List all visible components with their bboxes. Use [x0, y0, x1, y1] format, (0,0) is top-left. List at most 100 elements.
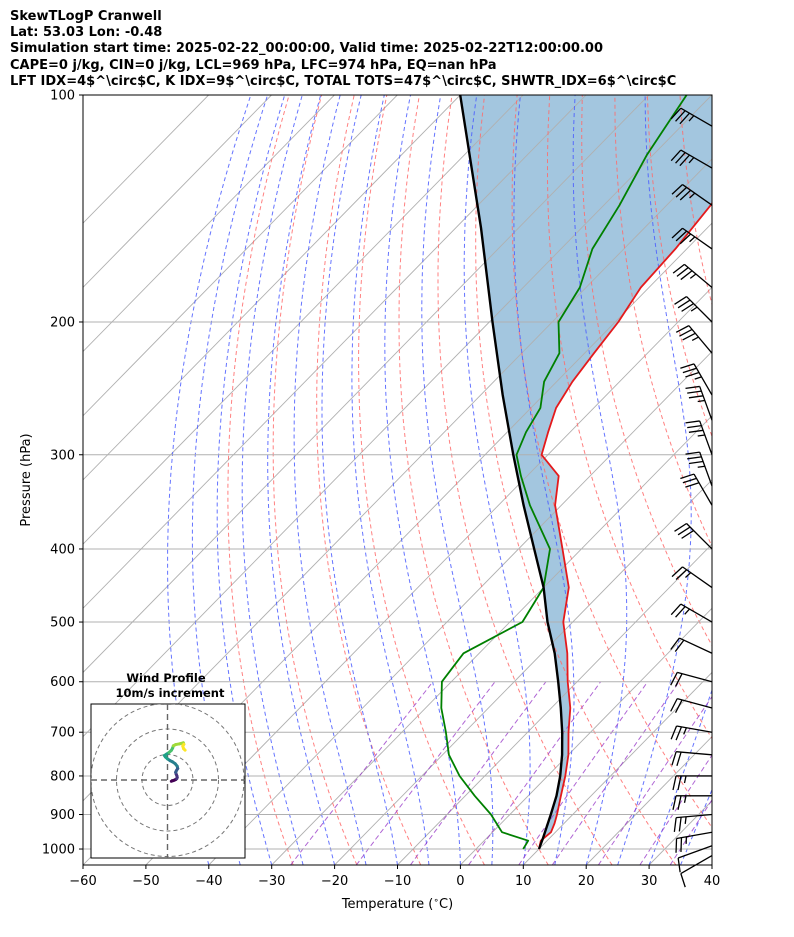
y-tick-label: 400	[50, 542, 75, 557]
dry-adiabat-line	[713, 95, 794, 865]
x-tick-label: −10	[384, 874, 411, 889]
wind-barb	[673, 813, 713, 832]
x-tick-label: 30	[641, 874, 658, 889]
dry-adiabat-line	[316, 95, 422, 865]
mixing-ratio-line	[290, 681, 434, 865]
dry-adiabat-line	[745, 95, 794, 865]
moist-adiabat-line	[351, 95, 430, 865]
x-tick-label: 40	[704, 874, 721, 889]
wind-barb	[685, 420, 713, 455]
isotherm-line	[522, 671, 712, 865]
wind-barb	[671, 751, 713, 766]
moist-adiabat-line	[680, 788, 712, 865]
mixing-ratio-line	[355, 681, 496, 865]
stability-indices-line2: LFT IDX=4$^\circ$C, K IDX=9$^\circ$C, TO…	[10, 73, 677, 89]
inset-subtitle: 10m/s increment	[116, 686, 225, 700]
wind-barb	[671, 184, 713, 206]
moist-adiabat-line	[463, 95, 531, 865]
dry-adiabat-line	[547, 95, 712, 740]
moist-adiabat-line	[648, 688, 712, 865]
isotherm-line	[397, 543, 712, 865]
x-tick-label: −50	[132, 874, 159, 889]
mixing-ratio-line	[409, 681, 547, 865]
isotherm-line	[711, 864, 712, 865]
wind-barb	[672, 775, 712, 791]
x-tick-label: 10	[515, 874, 532, 889]
hodograph-segment	[182, 747, 187, 752]
dry-adiabat-line	[358, 95, 485, 865]
isotherm-line	[83, 95, 587, 609]
wind-barb	[670, 603, 713, 623]
dry-adiabat-line	[227, 95, 294, 865]
wind-barb	[670, 149, 713, 169]
wind-barb	[670, 698, 713, 713]
stability-indices-line1: CAPE=0 j/kg, CIN=0 j/kg, LCL=969 hPa, LF…	[10, 57, 497, 73]
isotherm-line	[83, 95, 335, 353]
y-tick-label: 900	[50, 808, 75, 823]
y-axis-label: Pressure (hPa)	[19, 433, 34, 526]
mixing-ratio-line	[639, 754, 712, 865]
wind-barb	[685, 451, 713, 487]
y-tick-label: 600	[50, 675, 75, 690]
moist-adiabat-line	[191, 95, 269, 865]
y-tick-label: 1000	[42, 843, 75, 858]
dry-adiabat-line	[437, 95, 613, 865]
y-tick-label: 800	[50, 769, 75, 784]
isotherm-line	[460, 607, 712, 865]
wind-barb	[672, 263, 713, 288]
wind-barb	[680, 363, 713, 396]
moist-adiabat-line	[572, 95, 628, 865]
mixing-ratio-line	[669, 798, 712, 865]
x-tick-label: 0	[456, 874, 464, 889]
y-tick-label: 300	[50, 448, 75, 463]
x-axis-label: Temperature (∘C)	[341, 896, 453, 912]
wind-barb	[670, 725, 713, 741]
moist-adiabat-line	[167, 95, 252, 865]
y-tick-label: 200	[50, 315, 75, 330]
dry-adiabat-line	[511, 95, 712, 829]
isotherm-line	[83, 95, 272, 288]
cin-cape-shading	[460, 95, 712, 849]
dewpoint-profile-line	[440, 95, 688, 850]
moist-adiabat-line	[513, 95, 575, 865]
dry-adiabat-line	[646, 95, 712, 438]
moist-adiabat-line	[617, 95, 692, 865]
wind-barb	[672, 795, 712, 810]
wind-barb	[671, 566, 713, 589]
wind-barb	[680, 473, 713, 506]
wind-barb	[675, 325, 713, 354]
x-tick-label: −20	[321, 874, 348, 889]
mixing-ratio-line	[468, 681, 602, 865]
chart-title: SkewTLogP Cranwell	[10, 9, 162, 24]
isotherm-line	[271, 415, 712, 865]
dry-adiabat-line	[778, 95, 794, 865]
wind-barb	[671, 227, 713, 250]
isotherm-line	[83, 95, 398, 417]
dry-adiabat-line	[272, 95, 358, 865]
inset-title: Wind Profile	[126, 671, 206, 685]
x-tick-label: −40	[195, 874, 222, 889]
wind-barb	[670, 107, 713, 127]
x-tick-label: 20	[578, 874, 595, 889]
moist-adiabat-line	[711, 863, 712, 865]
isotherm-line	[83, 95, 524, 545]
isotherm-line	[83, 95, 712, 738]
isotherm-line	[208, 350, 712, 865]
y-tick-label: 700	[50, 726, 75, 741]
wind-barb	[675, 831, 713, 853]
isotherm-line	[145, 286, 712, 865]
chart-header: SkewTLogP Cranwell Lat: 53.03 Lon: -0.48…	[10, 9, 676, 90]
moist-adiabat-line	[321, 95, 398, 865]
moist-adiabat-line	[267, 95, 336, 865]
wind-barb	[670, 637, 713, 654]
mixing-ratio-line	[551, 681, 680, 865]
parcel-profile-line	[459, 95, 564, 850]
simulation-times: Simulation start time: 2025-02-22_00:00:…	[10, 41, 603, 57]
moist-adiabat-line	[216, 95, 286, 865]
x-tick-label: −60	[69, 874, 96, 889]
station-coordinates: Lat: 53.03 Lon: -0.48	[10, 25, 163, 41]
wind-barb	[674, 522, 713, 550]
wind-barb	[674, 295, 713, 323]
isotherm-line	[83, 95, 650, 674]
